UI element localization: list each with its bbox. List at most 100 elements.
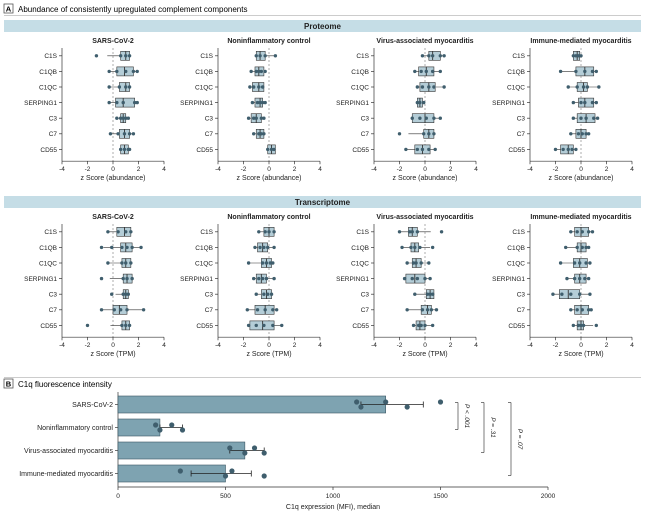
data-point xyxy=(107,69,111,74)
data-point xyxy=(572,276,577,281)
x-tick-label: 2 xyxy=(137,342,141,349)
section-header-band xyxy=(4,196,641,208)
x-axis-label: z Score (abundance) xyxy=(237,175,302,182)
data-point xyxy=(121,292,125,296)
gene-label: C1S xyxy=(512,53,525,60)
bar-data-point xyxy=(404,404,410,410)
gene-label: C1S xyxy=(200,229,213,236)
subplot-title: Immune-mediated myocarditis xyxy=(530,214,631,221)
subplot-title: Virus-associated myocarditis xyxy=(376,214,473,221)
bar-data-point xyxy=(229,468,235,474)
data-point xyxy=(576,323,581,328)
gene-label: C1QB xyxy=(507,69,525,76)
data-point xyxy=(594,100,598,105)
data-point xyxy=(402,276,407,281)
bar-data-point xyxy=(177,468,183,474)
data-point xyxy=(420,147,425,152)
data-point xyxy=(416,323,421,328)
x-tick-label: 2 xyxy=(449,342,453,349)
data-point xyxy=(558,69,563,74)
data-point xyxy=(263,230,267,234)
data-point xyxy=(94,54,99,58)
data-point xyxy=(116,132,120,136)
data-point xyxy=(267,230,271,234)
subplot: Virus-associated myocarditis -4 -2 0 2 4 z Sco… xyxy=(336,38,478,182)
data-point xyxy=(420,85,425,89)
data-point xyxy=(131,132,136,136)
gene-label: C1QC xyxy=(507,84,525,91)
data-point xyxy=(429,308,434,312)
x-axis-label: z Score (abundance) xyxy=(549,175,614,182)
data-point xyxy=(259,69,264,74)
data-point xyxy=(260,261,265,265)
data-point xyxy=(434,308,439,312)
x-tick-label: -4 xyxy=(527,166,533,173)
data-point xyxy=(419,261,423,265)
data-point xyxy=(272,147,276,152)
x-axis-label: z Score (abundance) xyxy=(393,175,458,182)
gene-label: SERPING1 xyxy=(24,100,57,107)
data-point xyxy=(121,100,125,105)
gene-label: C7 xyxy=(517,307,526,314)
data-point xyxy=(574,54,578,58)
bar-data-point xyxy=(261,450,267,456)
x-tick-label: -2 xyxy=(241,342,247,349)
data-point xyxy=(130,276,134,281)
data-point xyxy=(432,132,436,136)
data-point xyxy=(571,100,576,105)
data-point xyxy=(118,308,123,312)
data-point xyxy=(272,276,276,281)
data-point xyxy=(432,116,436,120)
data-point xyxy=(433,147,437,152)
data-point xyxy=(418,100,422,105)
bar-data-point xyxy=(251,445,258,451)
subplot-title: Noninflammatory control xyxy=(227,38,310,45)
data-point xyxy=(254,54,258,58)
data-point xyxy=(427,261,431,265)
data-point xyxy=(583,69,587,74)
data-point xyxy=(411,323,416,328)
data-point xyxy=(586,308,591,312)
data-point xyxy=(115,116,119,120)
gene-label: C1QC xyxy=(351,84,369,91)
data-point xyxy=(584,245,588,250)
data-point xyxy=(122,147,127,152)
x-tick-label: -4 xyxy=(59,166,65,173)
data-point xyxy=(584,132,588,136)
data-point xyxy=(564,245,568,250)
data-point xyxy=(415,230,420,234)
data-point xyxy=(571,323,576,328)
data-point xyxy=(586,230,591,234)
data-point xyxy=(560,292,564,296)
x-tick-label: -2 xyxy=(397,166,403,173)
data-point xyxy=(438,54,442,58)
gene-label: C7 xyxy=(49,307,58,314)
x-axis-label: z Score (abundance) xyxy=(81,175,146,182)
bar-data-point xyxy=(358,404,364,410)
panel-a-letter: A xyxy=(6,5,12,14)
data-point xyxy=(257,276,261,281)
subplot: Immune-mediated myocarditis -4 -2 0 2 4 z Scor… xyxy=(492,214,634,358)
bar-data-point xyxy=(227,445,233,451)
data-point xyxy=(263,308,267,312)
gene-label: C3 xyxy=(361,116,370,123)
gene-label: C1QB xyxy=(39,69,57,76)
data-point xyxy=(423,323,427,328)
panel-b-title: C1q fluorescence intensity xyxy=(18,380,112,389)
x-tick-label: 2 xyxy=(605,342,609,349)
data-point xyxy=(569,132,573,136)
gene-label: C3 xyxy=(517,292,526,299)
data-point xyxy=(124,292,128,296)
subplot: SARS-CoV-2 -4 -2 0 2 4 z Score (TPM) C1S C1QB C1Q… xyxy=(24,214,166,358)
data-point xyxy=(129,230,133,234)
section-proteome: Proteome SARS-CoV-2 -4 -2 0 2 4 z Score (abunda… xyxy=(4,20,641,182)
gene-label: CD55 xyxy=(196,323,213,330)
x-axis-label: z Score (TPM) xyxy=(402,351,447,358)
x-tick-label: -2 xyxy=(241,166,247,173)
data-point xyxy=(246,261,251,265)
data-point xyxy=(430,323,435,328)
x-axis-label: z Score (TPM) xyxy=(558,351,603,358)
data-point xyxy=(571,54,576,58)
data-point xyxy=(425,308,430,312)
